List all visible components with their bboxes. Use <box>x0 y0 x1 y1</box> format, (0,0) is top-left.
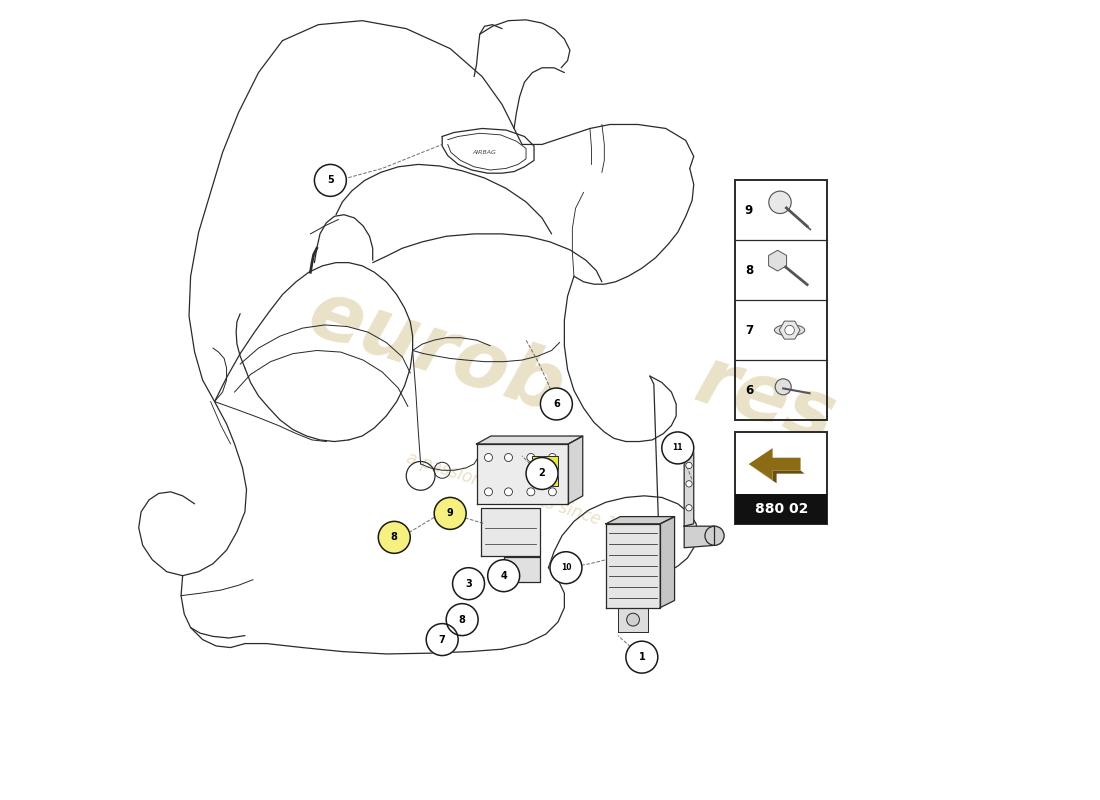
Circle shape <box>434 498 466 530</box>
Bar <box>735 494 827 524</box>
Circle shape <box>769 191 791 214</box>
Polygon shape <box>476 436 583 444</box>
Circle shape <box>685 481 692 487</box>
Circle shape <box>527 454 535 462</box>
Bar <box>735 180 827 420</box>
Circle shape <box>685 462 692 469</box>
Circle shape <box>549 488 557 496</box>
Polygon shape <box>752 467 804 483</box>
Text: 10: 10 <box>561 563 571 572</box>
Text: a passion for parts since 1985: a passion for parts since 1985 <box>404 449 648 543</box>
Circle shape <box>549 454 557 462</box>
Circle shape <box>705 526 724 546</box>
Polygon shape <box>481 508 540 556</box>
Text: 8: 8 <box>745 264 754 277</box>
Text: 9: 9 <box>447 509 453 518</box>
Polygon shape <box>618 608 648 631</box>
Polygon shape <box>569 436 583 504</box>
Polygon shape <box>532 456 558 486</box>
Polygon shape <box>684 452 694 526</box>
Text: 3: 3 <box>465 578 472 589</box>
Circle shape <box>662 432 694 464</box>
Circle shape <box>505 488 513 496</box>
Circle shape <box>527 488 535 496</box>
Text: AIRBAG: AIRBAG <box>473 150 496 155</box>
Text: 8: 8 <box>390 532 398 542</box>
Circle shape <box>540 388 572 420</box>
Circle shape <box>426 624 459 655</box>
Text: 2: 2 <box>539 469 546 478</box>
Circle shape <box>452 568 484 600</box>
Text: 11: 11 <box>672 443 683 453</box>
Circle shape <box>447 604 478 635</box>
Polygon shape <box>749 448 801 480</box>
Circle shape <box>505 454 513 462</box>
Text: 1: 1 <box>638 652 646 662</box>
Circle shape <box>526 458 558 490</box>
Text: 6: 6 <box>553 399 560 409</box>
Circle shape <box>784 326 794 335</box>
Polygon shape <box>769 250 786 271</box>
Circle shape <box>626 641 658 673</box>
Text: 4: 4 <box>500 570 507 581</box>
Circle shape <box>776 379 791 395</box>
Circle shape <box>627 614 639 626</box>
Text: 5: 5 <box>327 175 333 186</box>
Text: 7: 7 <box>745 324 754 337</box>
Circle shape <box>487 560 519 592</box>
Circle shape <box>315 165 346 196</box>
Text: 6: 6 <box>745 383 754 397</box>
Circle shape <box>685 505 692 511</box>
Polygon shape <box>505 557 540 582</box>
Bar <box>735 432 827 524</box>
Circle shape <box>484 454 493 462</box>
Polygon shape <box>476 444 569 504</box>
Text: eurob: eurob <box>298 274 574 430</box>
Circle shape <box>550 552 582 584</box>
Circle shape <box>378 522 410 554</box>
Polygon shape <box>684 526 715 548</box>
Text: 8: 8 <box>459 614 465 625</box>
Polygon shape <box>779 321 800 339</box>
Text: 880 02: 880 02 <box>755 502 807 516</box>
Polygon shape <box>606 524 660 608</box>
Ellipse shape <box>774 325 805 336</box>
Polygon shape <box>606 517 674 524</box>
Text: 9: 9 <box>745 204 754 217</box>
Text: 7: 7 <box>439 634 446 645</box>
Polygon shape <box>660 517 674 608</box>
Circle shape <box>484 488 493 496</box>
Text: res: res <box>685 341 845 459</box>
